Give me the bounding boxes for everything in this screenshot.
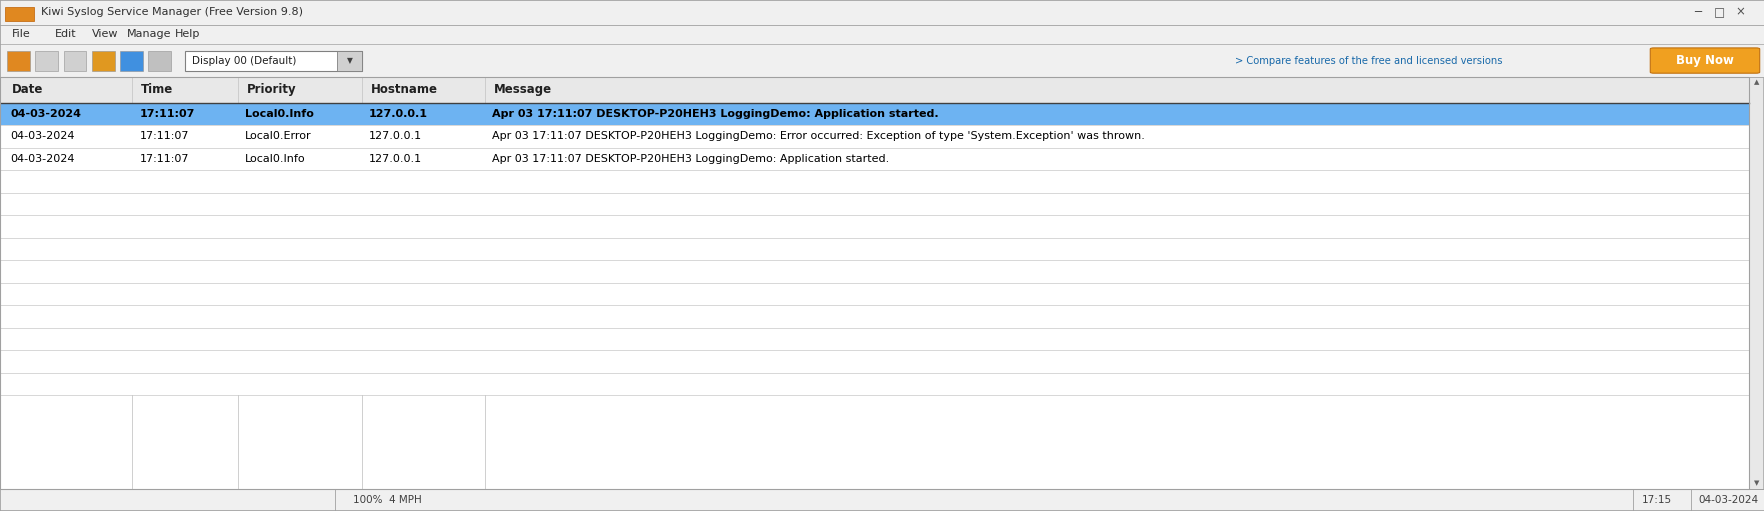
Text: ▲: ▲ <box>1752 79 1759 85</box>
Bar <box>0 25 1764 44</box>
Text: View: View <box>92 29 118 39</box>
Bar <box>0 350 1748 373</box>
Bar <box>0 103 1748 125</box>
Bar <box>0 328 1748 350</box>
Text: 100%  4 MPH: 100% 4 MPH <box>353 495 422 505</box>
Text: Local0.Info: Local0.Info <box>245 154 305 164</box>
Bar <box>35 51 58 71</box>
Text: Apr 03 17:11:07 DESKTOP-P20HEH3 LoggingDemo: Error occurred: Exception of type ': Apr 03 17:11:07 DESKTOP-P20HEH3 LoggingD… <box>492 131 1145 142</box>
Bar <box>64 51 86 71</box>
Text: 17:11:07: 17:11:07 <box>139 154 189 164</box>
Text: □: □ <box>1713 6 1723 19</box>
Text: 127.0.0.1: 127.0.0.1 <box>369 109 427 119</box>
Bar <box>0 148 1748 170</box>
Text: 17:11:07: 17:11:07 <box>139 131 189 142</box>
Bar <box>0 305 1748 328</box>
Text: Buy Now: Buy Now <box>1676 54 1732 67</box>
Text: Local0.Info: Local0.Info <box>245 109 314 119</box>
Text: Display 00 (Default): Display 00 (Default) <box>192 56 296 66</box>
Bar <box>148 51 171 71</box>
Bar <box>0 125 1748 148</box>
Text: 04-03-2024: 04-03-2024 <box>11 109 81 119</box>
Text: ▼: ▼ <box>1752 480 1759 486</box>
Text: ▼: ▼ <box>346 56 353 65</box>
Text: Hostname: Hostname <box>370 83 437 97</box>
Text: 04-03-2024: 04-03-2024 <box>11 131 76 142</box>
Text: Message: Message <box>494 83 552 97</box>
Bar <box>0 193 1748 215</box>
Text: ─: ─ <box>1693 6 1700 19</box>
Text: Date: Date <box>12 83 44 97</box>
Text: Local0.Error: Local0.Error <box>245 131 312 142</box>
Bar <box>7 51 30 71</box>
Text: ×: × <box>1734 6 1745 19</box>
Text: > Compare features of the free and licensed versions: > Compare features of the free and licen… <box>1235 56 1503 65</box>
Bar <box>185 51 362 71</box>
Bar <box>0 44 1764 77</box>
Bar <box>0 170 1748 193</box>
Bar <box>92 51 115 71</box>
Text: Apr 03 17:11:07 DESKTOP-P20HEH3 LoggingDemo: Application started.: Apr 03 17:11:07 DESKTOP-P20HEH3 LoggingD… <box>492 109 938 119</box>
Bar <box>337 51 362 71</box>
Text: Apr 03 17:11:07 DESKTOP-P20HEH3 LoggingDemo: Application started.: Apr 03 17:11:07 DESKTOP-P20HEH3 LoggingD… <box>492 154 889 164</box>
Text: Time: Time <box>141 83 173 97</box>
Bar <box>0 77 1748 489</box>
Bar <box>0 283 1748 305</box>
Text: 127.0.0.1: 127.0.0.1 <box>369 154 422 164</box>
Bar <box>0 77 1748 489</box>
Bar <box>120 51 143 71</box>
Bar <box>0 0 1764 25</box>
Text: 04-03-2024: 04-03-2024 <box>1697 495 1757 505</box>
Bar <box>0 489 1764 511</box>
Text: 04-03-2024: 04-03-2024 <box>11 154 76 164</box>
Bar <box>0 215 1748 238</box>
Bar <box>5 7 34 21</box>
Text: 17:15: 17:15 <box>1641 495 1671 505</box>
Bar <box>0 373 1748 395</box>
Text: Kiwi Syslog Service Manager (Free Version 9.8): Kiwi Syslog Service Manager (Free Versio… <box>41 7 302 17</box>
Text: Manage: Manage <box>127 29 171 39</box>
FancyBboxPatch shape <box>1649 48 1759 73</box>
Bar <box>1748 77 1762 489</box>
Bar <box>0 238 1748 260</box>
Text: 17:11:07: 17:11:07 <box>139 109 194 119</box>
Text: Help: Help <box>175 29 199 39</box>
Bar <box>0 260 1748 283</box>
Text: File: File <box>12 29 32 39</box>
Text: 127.0.0.1: 127.0.0.1 <box>369 131 422 142</box>
Text: Edit: Edit <box>55 29 76 39</box>
Text: Priority: Priority <box>247 83 296 97</box>
Bar <box>0 77 1748 103</box>
